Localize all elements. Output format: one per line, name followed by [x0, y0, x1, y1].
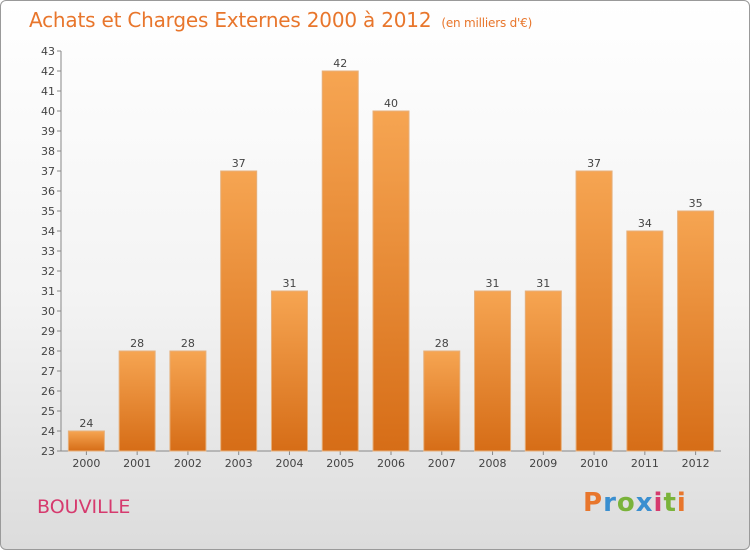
y-tick-label: 41	[41, 85, 55, 98]
bar-value-label: 31	[536, 277, 550, 290]
bar	[575, 170, 613, 452]
chart-subtitle: (en milliers d'€)	[441, 16, 533, 30]
bar	[118, 350, 156, 452]
x-tick-label: 2010	[580, 457, 608, 470]
y-tick-label: 27	[41, 365, 55, 378]
chart-axes: 23 24 25 26 27 28 29 30 31 32 33 34 35 36 37 38 39 40 41 42…	[41, 45, 721, 470]
y-tick-label: 34	[41, 225, 55, 238]
x-tick-label: 2011	[631, 457, 659, 470]
bar-value-label: 31	[282, 277, 296, 290]
bar-value-label: 34	[638, 217, 652, 230]
bar	[169, 350, 207, 452]
bar	[677, 210, 715, 452]
y-tick-label: 24	[41, 425, 55, 438]
bar-value-label: 28	[181, 337, 195, 350]
x-tick-label: 2012	[682, 457, 710, 470]
y-tick-label: 42	[41, 65, 55, 78]
bar-value-label: 24	[79, 417, 93, 430]
logo-letter: r	[603, 488, 617, 518]
y-tick-label: 23	[41, 445, 55, 458]
logo-letter: i	[653, 488, 664, 518]
y-tick-label: 32	[41, 265, 55, 278]
y-tick-label: 43	[41, 45, 55, 58]
bar-value-label: 37	[587, 157, 601, 170]
y-tick-label: 37	[41, 165, 55, 178]
bar	[423, 350, 461, 452]
bar-value-label: 37	[232, 157, 246, 170]
bar	[474, 290, 512, 452]
x-tick-label: 2003	[225, 457, 253, 470]
logo-letter: o	[616, 488, 636, 518]
y-tick-label: 30	[41, 305, 55, 318]
bar	[220, 170, 258, 452]
bar	[321, 70, 359, 452]
x-tick-label: 2000	[72, 457, 100, 470]
bar-value-label: 31	[486, 277, 500, 290]
chart-bars: 24 28 28 37 31 42 40 28 31 31 37 34 35	[67, 57, 715, 452]
bar	[270, 290, 308, 452]
y-tick-label: 39	[41, 125, 55, 138]
logo-letter: t	[663, 488, 677, 518]
x-tick-label: 2001	[123, 457, 151, 470]
y-tick-label: 40	[41, 105, 55, 118]
x-tick-label: 2002	[174, 457, 202, 470]
bar-value-label: 28	[435, 337, 449, 350]
y-tick-label: 25	[41, 405, 55, 418]
bar-value-label: 35	[689, 197, 703, 210]
x-tick-label: 2009	[529, 457, 557, 470]
logo-letter: i	[676, 488, 687, 518]
y-tick-label: 29	[41, 325, 55, 338]
y-tick-label: 35	[41, 205, 55, 218]
x-tick-label: 2004	[275, 457, 303, 470]
chart-title: Achats et Charges Externes 2000 à 2012 (e…	[29, 8, 532, 32]
y-tick-label: 26	[41, 385, 55, 398]
y-tick-label: 36	[41, 185, 55, 198]
chart-title-text: Achats et Charges Externes 2000 à 2012	[29, 8, 432, 32]
logo-letter: P	[583, 488, 604, 518]
bar	[67, 430, 105, 452]
proxiti-logo: Proxiti	[583, 488, 687, 518]
bar	[524, 290, 562, 452]
bar	[626, 230, 664, 452]
y-tick-label: 31	[41, 285, 55, 298]
bar-value-label: 42	[333, 57, 347, 70]
bar	[372, 110, 410, 452]
y-tick-label: 28	[41, 345, 55, 358]
y-tick-label: 38	[41, 145, 55, 158]
town-name: BOUVILLE	[37, 496, 131, 518]
x-tick-label: 2008	[479, 457, 507, 470]
bar-value-label: 28	[130, 337, 144, 350]
x-tick-label: 2007	[428, 457, 456, 470]
x-tick-label: 2006	[377, 457, 405, 470]
y-tick-label: 33	[41, 245, 55, 258]
bar-value-label: 40	[384, 97, 398, 110]
x-tick-label: 2005	[326, 457, 354, 470]
logo-letter: x	[635, 488, 654, 518]
